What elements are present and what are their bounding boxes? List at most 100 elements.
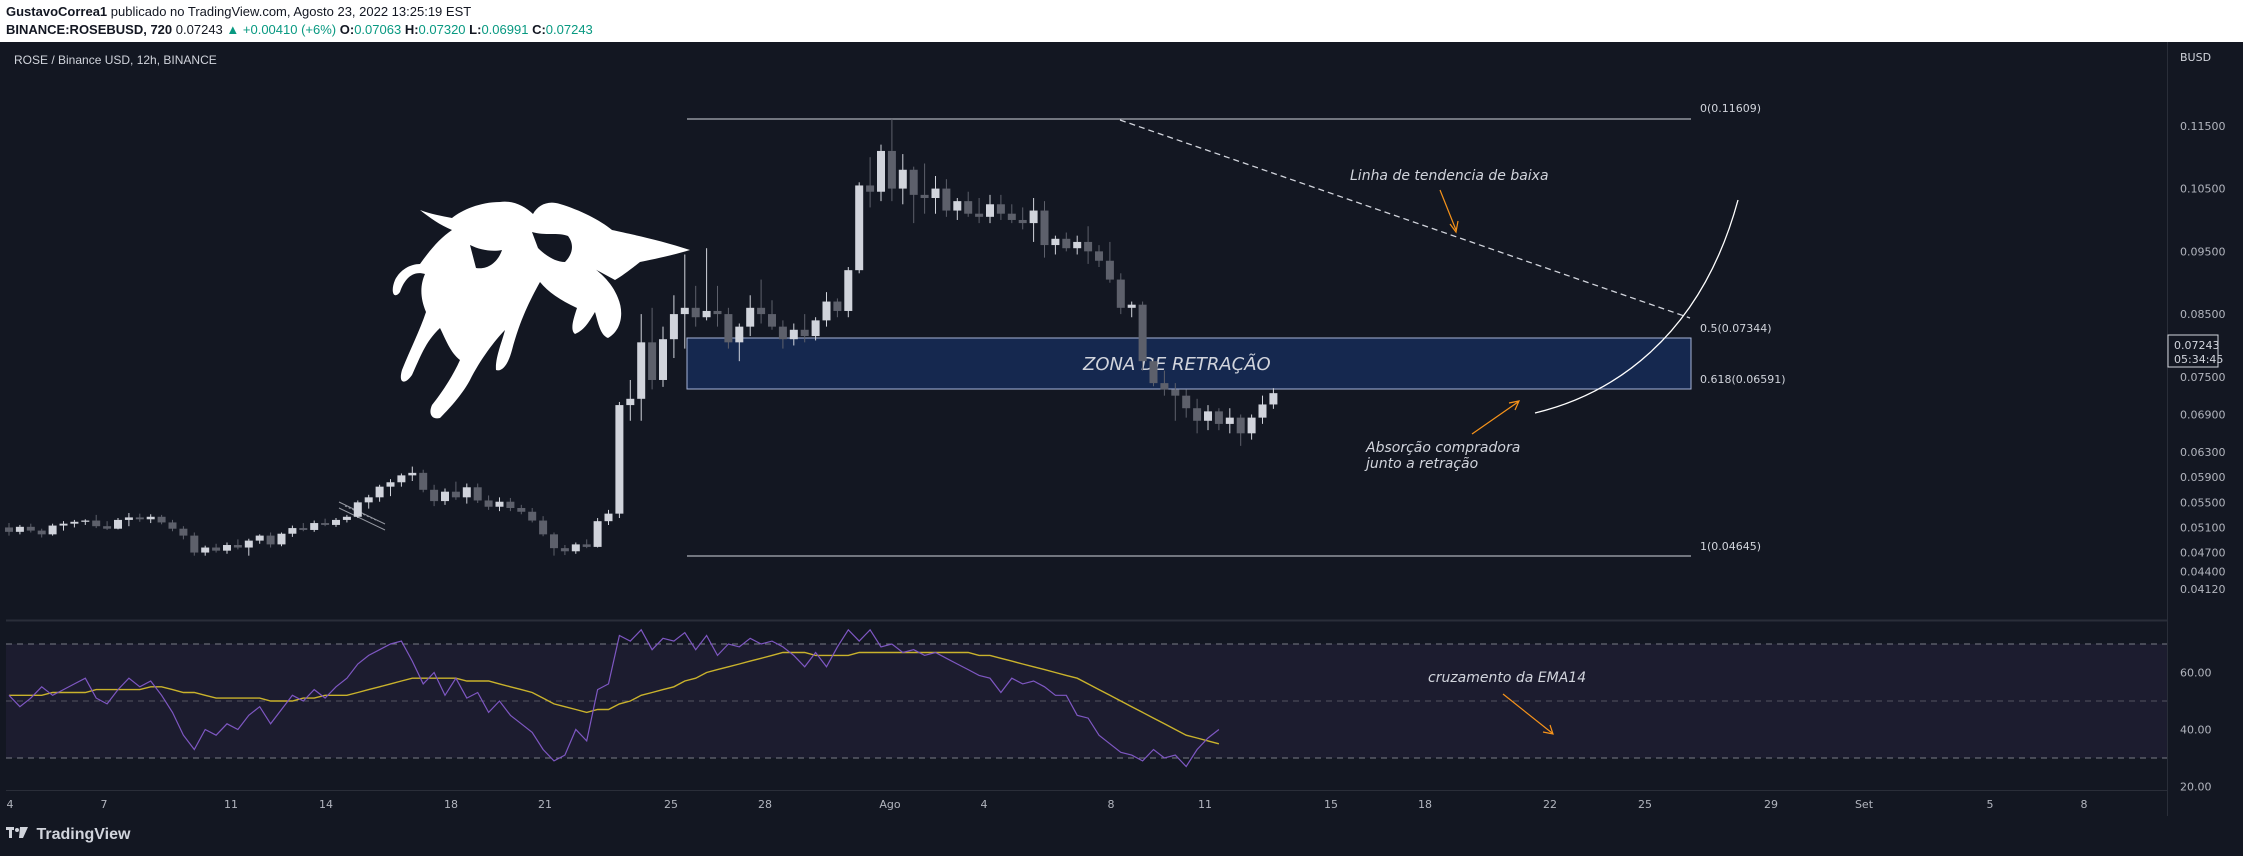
- candle-body: [659, 339, 667, 380]
- candle-body: [135, 517, 144, 520]
- open-key: O:: [339, 22, 355, 37]
- time-tick-label: 21: [538, 798, 552, 811]
- price-tick-label: 0.04700: [2180, 547, 2226, 560]
- candle-body: [1204, 411, 1212, 421]
- price-tick-label: 0.05900: [2180, 471, 2226, 484]
- candle-body: [560, 548, 569, 552]
- candle-body: [397, 475, 406, 483]
- high-value: 0.07320: [418, 22, 466, 37]
- rsi-axis[interactable]: 60.00 40.00 20.00: [2180, 667, 2212, 794]
- candle-body: [1116, 279, 1125, 308]
- candle-body: [1029, 210, 1038, 224]
- channel-drawing[interactable]: [338, 501, 386, 531]
- publication-line: GustavoCorrea1 publicado no TradingView.…: [6, 4, 471, 19]
- candle-body: [277, 533, 286, 545]
- time-axis[interactable]: 4 7 11 14 18 21 25 28 Ago 4 8 11 15 18 22 25 29 Set 5 8: [7, 798, 2088, 811]
- trendline-arrow[interactable]: [1439, 189, 1457, 231]
- rsi-series[interactable]: [8, 628, 1220, 768]
- candle-body: [517, 507, 526, 512]
- retracement-zone[interactable]: [686, 337, 1692, 390]
- candle-body: [484, 500, 493, 507]
- last-price-marker: 0.07243 05:34:45: [2167, 334, 2223, 368]
- time-tick-label: 25: [664, 798, 678, 811]
- candle-body: [212, 547, 221, 551]
- candle-body: [757, 307, 766, 315]
- candle-body: [233, 545, 242, 548]
- candle-body: [408, 472, 417, 476]
- fib-label-0: 0(0.11609): [1700, 102, 1761, 115]
- author-name: GustavoCorrea1: [6, 4, 108, 19]
- candle-body: [909, 169, 918, 195]
- candle-body: [353, 502, 362, 517]
- candle-body: [778, 326, 787, 340]
- last-value: 0.07243: [175, 22, 223, 37]
- candle-body: [789, 329, 798, 340]
- candle-body: [419, 472, 428, 490]
- price-tick-label: 0.06900: [2180, 408, 2226, 421]
- absorption-label-line1: Absorção compradora: [1365, 440, 1520, 456]
- time-tick-label: 8: [1108, 798, 1115, 811]
- candle-body: [822, 301, 831, 321]
- chart-legend: ROSE / Binance USD, 12h, BINANCE: [14, 53, 217, 67]
- time-tick-label: 7: [101, 798, 108, 811]
- time-tick-label: 8: [2081, 798, 2088, 811]
- trendline-label: Linha de tendencia de baixa: [1350, 168, 1549, 184]
- candlestick-series[interactable]: [5, 118, 1278, 556]
- candle-body: [223, 545, 231, 551]
- candle-body: [146, 516, 155, 520]
- price-axis[interactable]: 0.11500 0.10500 0.09500 0.08500 0.07500 0.069…: [2180, 120, 2226, 596]
- candle-body: [964, 201, 973, 214]
- absorption-arrow[interactable]: [1471, 401, 1519, 435]
- candle-body: [1149, 361, 1158, 384]
- candle-body: [1193, 408, 1202, 421]
- candle-body: [506, 501, 515, 508]
- candle-body: [1051, 238, 1060, 246]
- candle-body: [103, 526, 112, 529]
- candle-body: [342, 516, 351, 520]
- candle-body: [451, 491, 460, 498]
- candle-body: [528, 511, 537, 521]
- low-value: 0.06991: [481, 22, 529, 37]
- candle-body: [15, 526, 24, 532]
- publication-header: GustavoCorrea1 publicado no TradingView.…: [0, 0, 2243, 42]
- candle-body: [124, 517, 133, 520]
- time-tick-label: 22: [1543, 798, 1557, 811]
- downtrend-line[interactable]: [1119, 119, 1691, 319]
- candle-body: [702, 310, 711, 318]
- candle-body: [1095, 251, 1103, 261]
- candle-body: [168, 522, 177, 529]
- candle-body: [1171, 389, 1180, 396]
- candle-body: [157, 516, 166, 523]
- candle-body: [321, 523, 330, 525]
- time-tick-label: 25: [1638, 798, 1652, 811]
- rsi-tick-label: 60.00: [2180, 667, 2212, 680]
- time-tick-label: 11: [224, 798, 238, 811]
- candle-body: [855, 185, 864, 271]
- chart-background: [0, 42, 2243, 816]
- candle-body: [92, 520, 101, 527]
- candle-body: [593, 521, 602, 547]
- candle-body: [604, 513, 613, 522]
- time-tick-label: 4: [7, 798, 14, 811]
- parabolic-curve[interactable]: [1534, 199, 1739, 414]
- candle-body: [1007, 213, 1016, 220]
- price-tick-label: 0.05100: [2180, 521, 2226, 534]
- candle-body: [1160, 383, 1169, 390]
- candle-body: [986, 204, 994, 217]
- chart-canvas[interactable]: ROSE / Binance USD, 12h, BINANCE ZONA DE…: [0, 42, 2243, 816]
- candle-body: [1214, 411, 1223, 424]
- candle-body: [1247, 417, 1256, 434]
- candle-body: [495, 501, 504, 507]
- candle-body: [648, 342, 657, 380]
- candle-body: [833, 301, 842, 311]
- time-tick-label: 5: [1987, 798, 1994, 811]
- candle-body: [615, 405, 624, 514]
- candle-body: [626, 398, 635, 406]
- absorption-arrow-head: [1508, 400, 1521, 411]
- zone-label: ZONA DE RETRAÇÃO: [1082, 353, 1271, 375]
- rsi-cross-arrow[interactable]: [1502, 693, 1553, 734]
- candle-body: [37, 530, 46, 535]
- candle-body: [669, 314, 678, 340]
- last-price-label: 0.07243: [2174, 339, 2220, 352]
- open-value: 0.07063: [354, 22, 402, 37]
